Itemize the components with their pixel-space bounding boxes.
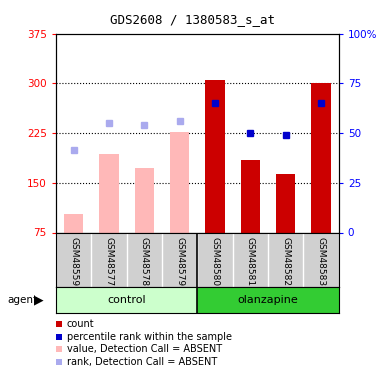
Bar — [56, 287, 197, 313]
Bar — [205, 80, 225, 232]
Text: count: count — [67, 320, 94, 329]
Text: GSM48583: GSM48583 — [316, 237, 326, 286]
Text: GSM48582: GSM48582 — [281, 237, 290, 286]
Bar — [170, 132, 189, 232]
Text: GSM48578: GSM48578 — [140, 237, 149, 286]
Bar — [276, 174, 295, 232]
Text: GSM48581: GSM48581 — [246, 237, 255, 286]
Text: value, Detection Call = ABSENT: value, Detection Call = ABSENT — [67, 344, 222, 354]
Text: agent: agent — [8, 295, 38, 305]
Bar — [197, 287, 357, 313]
Bar — [241, 160, 260, 232]
Text: GDS2608 / 1380583_s_at: GDS2608 / 1380583_s_at — [110, 13, 275, 26]
Text: GSM48559: GSM48559 — [69, 237, 78, 286]
Bar — [311, 84, 331, 232]
Text: rank, Detection Call = ABSENT: rank, Detection Call = ABSENT — [67, 357, 217, 366]
Bar — [134, 168, 154, 232]
Text: percentile rank within the sample: percentile rank within the sample — [67, 332, 232, 342]
Text: ▶: ▶ — [34, 294, 43, 306]
Text: olanzapine: olanzapine — [238, 295, 298, 305]
Bar — [64, 214, 83, 232]
Text: GSM48580: GSM48580 — [211, 237, 219, 286]
Bar — [99, 154, 119, 232]
Text: GSM48577: GSM48577 — [104, 237, 114, 286]
Text: control: control — [107, 295, 146, 305]
Text: GSM48579: GSM48579 — [175, 237, 184, 286]
